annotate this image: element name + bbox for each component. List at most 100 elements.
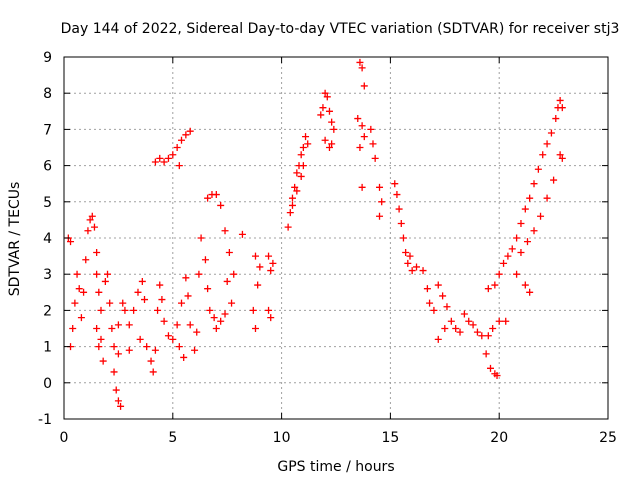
data-point bbox=[69, 325, 77, 332]
axis-ticks: 0 5 10 15 20 25 -1 0 1 2 3 4 5 6 7 8 9 bbox=[38, 50, 617, 446]
data-point bbox=[360, 133, 368, 141]
data-point bbox=[158, 296, 166, 304]
data-point bbox=[354, 115, 362, 123]
data-point bbox=[317, 111, 325, 119]
data-point bbox=[130, 306, 138, 314]
data-point bbox=[393, 191, 401, 199]
data-point bbox=[212, 325, 220, 332]
data-point bbox=[486, 364, 494, 372]
data-point bbox=[249, 306, 257, 314]
grid-lines bbox=[64, 57, 608, 419]
data-point bbox=[95, 288, 103, 296]
data-point bbox=[456, 328, 464, 336]
data-point bbox=[484, 285, 492, 293]
data-point bbox=[508, 245, 516, 253]
data-point bbox=[151, 346, 159, 354]
data-point bbox=[210, 314, 218, 322]
data-point bbox=[221, 310, 229, 318]
data-point bbox=[495, 317, 503, 325]
data-point bbox=[523, 238, 531, 246]
data-point bbox=[154, 306, 162, 314]
data-point bbox=[269, 259, 277, 267]
data-point bbox=[297, 151, 305, 159]
data-point bbox=[256, 263, 264, 271]
y-axis-label: SDTVAR / TECUs bbox=[7, 182, 23, 297]
data-point bbox=[376, 183, 384, 191]
data-point bbox=[93, 248, 101, 256]
data-point bbox=[267, 267, 275, 275]
data-point bbox=[86, 216, 94, 224]
data-point bbox=[358, 183, 366, 191]
data-point bbox=[358, 64, 366, 72]
data-point bbox=[402, 248, 410, 256]
data-point bbox=[121, 306, 129, 314]
data-point bbox=[101, 277, 109, 285]
data-point bbox=[238, 230, 246, 238]
data-point bbox=[406, 252, 414, 260]
data-point bbox=[108, 325, 116, 332]
data-points bbox=[64, 58, 566, 410]
data-point bbox=[484, 332, 492, 340]
data-point bbox=[230, 270, 238, 278]
data-point bbox=[371, 154, 379, 162]
data-point bbox=[495, 270, 503, 278]
data-point bbox=[175, 162, 183, 170]
data-point bbox=[151, 158, 159, 166]
data-point bbox=[212, 191, 220, 199]
data-point bbox=[286, 209, 294, 217]
data-point bbox=[147, 357, 155, 365]
data-point bbox=[206, 306, 214, 314]
data-point bbox=[217, 201, 225, 209]
x-tick-label: 25 bbox=[599, 430, 617, 446]
data-point bbox=[160, 158, 168, 166]
data-point bbox=[526, 288, 534, 296]
data-point bbox=[160, 317, 168, 325]
data-point bbox=[73, 270, 81, 278]
data-point bbox=[360, 82, 368, 90]
data-point bbox=[225, 248, 233, 256]
data-point bbox=[164, 154, 172, 162]
data-point bbox=[517, 248, 525, 256]
data-point bbox=[182, 274, 190, 282]
data-point bbox=[399, 234, 407, 242]
x-tick-label: 5 bbox=[168, 430, 177, 446]
data-point bbox=[80, 288, 88, 296]
data-point bbox=[97, 306, 105, 314]
data-point bbox=[149, 368, 157, 376]
data-point bbox=[110, 368, 118, 376]
data-point bbox=[434, 281, 442, 289]
data-point bbox=[204, 194, 212, 202]
data-point bbox=[558, 104, 566, 112]
data-point bbox=[119, 299, 127, 307]
data-point bbox=[367, 125, 375, 133]
data-point bbox=[265, 306, 273, 314]
y-tick-label: 5 bbox=[43, 195, 52, 211]
data-point bbox=[93, 325, 101, 332]
data-point bbox=[434, 335, 442, 343]
data-point bbox=[191, 346, 199, 354]
data-point bbox=[223, 277, 231, 285]
data-point bbox=[136, 335, 144, 343]
y-tick-label: 9 bbox=[43, 50, 52, 66]
data-point bbox=[556, 96, 564, 104]
data-point bbox=[143, 343, 151, 351]
data-point bbox=[517, 220, 525, 228]
data-point bbox=[178, 136, 186, 144]
data-point bbox=[302, 133, 310, 141]
data-point bbox=[330, 125, 338, 133]
data-point bbox=[193, 328, 201, 336]
data-point bbox=[106, 299, 114, 307]
data-point bbox=[169, 335, 177, 343]
x-tick-label: 20 bbox=[490, 430, 508, 446]
data-point bbox=[530, 227, 538, 235]
data-point bbox=[267, 314, 275, 322]
data-point bbox=[138, 277, 146, 285]
data-point bbox=[299, 144, 307, 151]
data-point bbox=[217, 317, 225, 325]
data-point bbox=[284, 223, 292, 231]
data-point bbox=[500, 259, 508, 267]
data-point bbox=[489, 325, 497, 332]
data-point bbox=[465, 317, 473, 325]
data-point bbox=[184, 292, 192, 300]
